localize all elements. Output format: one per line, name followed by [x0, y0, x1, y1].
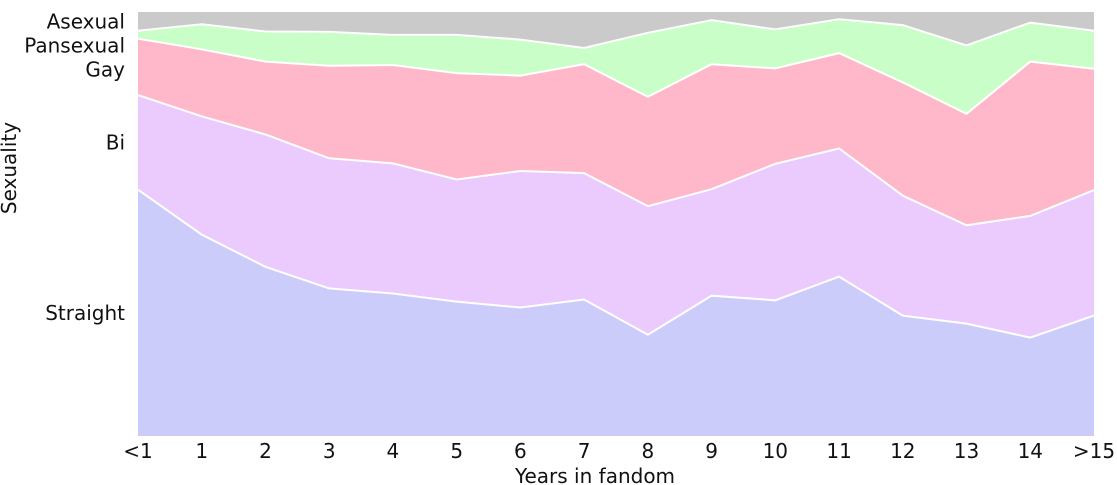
x-tick-label: 10 — [763, 439, 788, 463]
area-layers — [137, 12, 1095, 436]
x-tick-label: 5 — [450, 439, 463, 463]
boundary-bi — [137, 94, 1095, 227]
x-tick-label: 14 — [1018, 439, 1043, 463]
x-tick-label: 2 — [259, 439, 272, 463]
area-asexual — [138, 12, 1094, 48]
x-tick-label: 6 — [514, 439, 527, 463]
x-tick-labels: <1 1 2 3 4 5 6 7 8 9 10 11 12 13 14 >15 — [123, 439, 1115, 463]
x-tick-label: 4 — [387, 439, 400, 463]
area-straight — [138, 189, 1094, 436]
area-gay — [138, 38, 1094, 226]
series-label-bi: Bi — [106, 130, 125, 154]
x-tick-label: >15 — [1073, 439, 1115, 463]
x-tick-label: <1 — [123, 439, 152, 463]
x-tick-label: 9 — [705, 439, 718, 463]
series-label-straight: Straight — [45, 301, 125, 325]
area-pansexual — [138, 19, 1094, 114]
series-label-pansexual: Pansexual — [24, 33, 125, 57]
x-tick-label: 13 — [954, 439, 979, 463]
x-axis-label: Years in fandom — [514, 464, 675, 485]
x-tick-label: 7 — [578, 439, 591, 463]
y-axis-label: Sexuality — [0, 122, 21, 214]
boundary-pansexual — [137, 18, 1095, 50]
series-label-gay: Gay — [85, 57, 125, 81]
x-tick-label: 3 — [323, 439, 336, 463]
boundary-straight — [137, 188, 1095, 339]
x-tick-label: 8 — [642, 439, 655, 463]
x-tick-label: 1 — [195, 439, 208, 463]
area-bi — [138, 95, 1094, 338]
x-tick-label: 12 — [890, 439, 915, 463]
x-tick-label: 11 — [826, 439, 851, 463]
series-label-asexual: Asexual — [47, 9, 125, 33]
boundary-gay — [137, 37, 1095, 115]
